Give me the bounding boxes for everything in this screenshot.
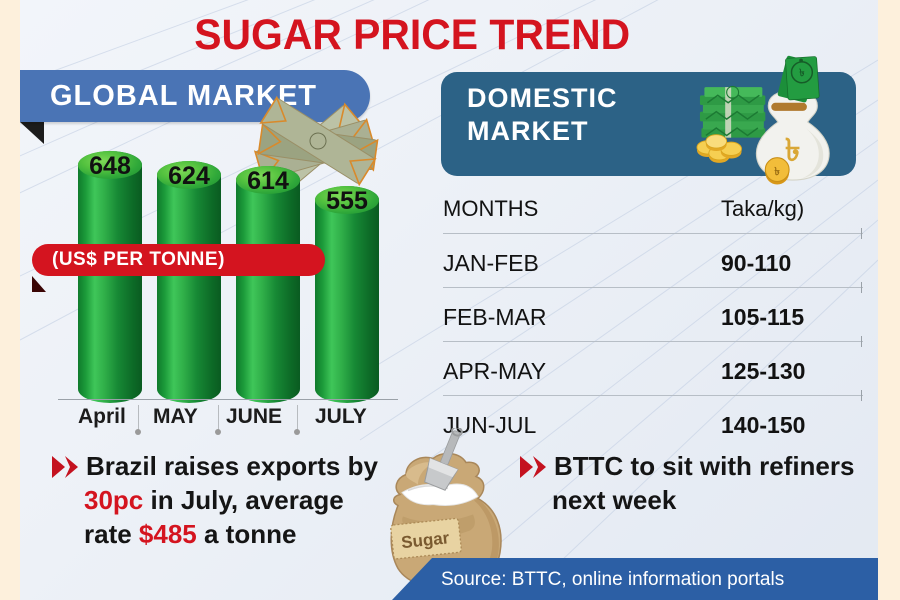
svg-text:৳: ৳ xyxy=(799,68,805,79)
svg-text:৳: ৳ xyxy=(774,166,780,178)
